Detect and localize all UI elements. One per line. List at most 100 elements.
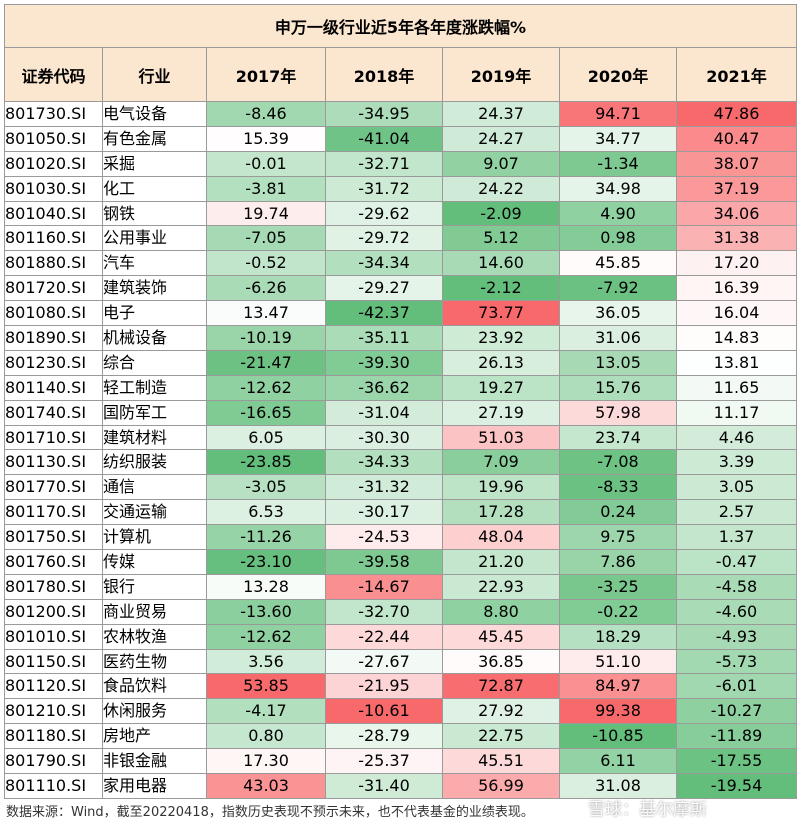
cell-value-2020年: 99.38 bbox=[559, 698, 677, 725]
cell-value-2019年: -2.12 bbox=[442, 275, 560, 302]
cell-value-2018年: -36.62 bbox=[325, 374, 443, 401]
cell-industry: 非银金融 bbox=[102, 748, 207, 775]
table-row: 801160.SI 公用事业 -7.05 -29.72 5.12 0.98 31.38 bbox=[4, 225, 797, 252]
cell-value-2017年: -7.05 bbox=[206, 225, 326, 252]
cell-value-2021年: -10.27 bbox=[676, 698, 797, 725]
table-row: 801760.SI 传媒 -23.10 -39.58 21.20 7.86 -0.47 bbox=[4, 549, 797, 575]
cell-value-2019年: 22.75 bbox=[442, 723, 560, 750]
table-row: 801200.SI 商业贸易 -13.60 -32.70 8.80 -0.22 -4.60 bbox=[4, 598, 797, 625]
cell-value-2017年: -11.26 bbox=[206, 524, 326, 551]
cell-value-2019年: 24.22 bbox=[442, 175, 560, 202]
cell-code: 801120.SI bbox=[4, 673, 103, 700]
cell-value-2017年: 17.30 bbox=[206, 748, 326, 775]
cell-value-2018年: -32.71 bbox=[325, 150, 443, 177]
cell-code: 801770.SI bbox=[4, 474, 103, 501]
table-row: 801890.SI 机械设备 -10.19 -35.11 23.92 31.06 14.83 bbox=[4, 325, 797, 351]
cell-value-2018年: -24.53 bbox=[325, 524, 443, 551]
cell-value-2020年: -7.92 bbox=[559, 275, 677, 302]
cell-value-2018年: -35.11 bbox=[325, 325, 443, 351]
cell-value-2021年: 1.37 bbox=[676, 524, 797, 551]
cell-industry: 家用电器 bbox=[102, 773, 207, 799]
cell-value-2020年: 15.76 bbox=[559, 374, 677, 401]
cell-value-2019年: 45.45 bbox=[442, 623, 560, 650]
cell-code: 801200.SI bbox=[4, 598, 103, 625]
cell-value-2017年: 0.80 bbox=[206, 723, 326, 750]
cell-value-2021年: -17.55 bbox=[676, 748, 797, 775]
cell-value-2019年: -2.09 bbox=[442, 200, 560, 227]
cell-value-2018年: -29.72 bbox=[325, 225, 443, 252]
cell-code: 801140.SI bbox=[4, 374, 103, 401]
cell-value-2018年: -31.04 bbox=[325, 399, 443, 426]
cell-code: 801740.SI bbox=[4, 399, 103, 426]
cell-value-2021年: 47.86 bbox=[676, 101, 797, 127]
cell-value-2017年: -8.46 bbox=[206, 101, 326, 127]
cell-industry: 电子 bbox=[102, 300, 207, 327]
table-row: 801010.SI 农林牧渔 -12.62 -22.44 45.45 18.29 -4.93 bbox=[4, 623, 797, 650]
table-row: 801030.SI 化工 -3.81 -31.72 24.22 34.98 37.19 bbox=[4, 175, 797, 202]
cell-value-2020年: 7.86 bbox=[559, 549, 677, 575]
cell-code: 801780.SI bbox=[4, 573, 103, 600]
cell-value-2019年: 48.04 bbox=[442, 524, 560, 551]
cell-value-2020年: 0.98 bbox=[559, 225, 677, 252]
cell-value-2018年: -34.33 bbox=[325, 449, 443, 476]
cell-code: 801030.SI bbox=[4, 175, 103, 202]
cell-value-2020年: 45.85 bbox=[559, 250, 677, 277]
cell-code: 801790.SI bbox=[4, 748, 103, 775]
cell-value-2018年: -32.70 bbox=[325, 598, 443, 625]
table-row: 801170.SI 交通运输 6.53 -30.17 17.28 0.24 2.57 bbox=[4, 499, 797, 526]
cell-value-2017年: 3.56 bbox=[206, 648, 326, 675]
cell-value-2018年: -34.34 bbox=[325, 250, 443, 277]
cell-value-2017年: -6.26 bbox=[206, 275, 326, 302]
cell-value-2017年: 19.74 bbox=[206, 200, 326, 227]
cell-value-2018年: -27.67 bbox=[325, 648, 443, 675]
cell-value-2021年: 34.06 bbox=[676, 200, 797, 227]
cell-code: 801730.SI bbox=[4, 101, 103, 127]
cell-value-2018年: -31.40 bbox=[325, 773, 443, 799]
cell-value-2017年: 15.39 bbox=[206, 125, 326, 152]
cell-value-2018年: -29.62 bbox=[325, 200, 443, 227]
table-body: 801730.SI 电气设备 -8.46 -34.95 24.37 94.71 47.86 8… bbox=[4, 101, 797, 799]
column-header-code: 证券代码 bbox=[4, 47, 103, 102]
cell-value-2018年: -39.58 bbox=[325, 549, 443, 575]
cell-value-2019年: 27.19 bbox=[442, 399, 560, 426]
returns-table: 申万一级行业近5年各年度涨跌幅% 证券代码 行业 2017年 2018年 201… bbox=[4, 4, 797, 799]
cell-value-2020年: 0.24 bbox=[559, 499, 677, 526]
cell-value-2017年: 6.05 bbox=[206, 424, 326, 451]
cell-code: 801230.SI bbox=[4, 349, 103, 376]
cell-value-2021年: 11.17 bbox=[676, 399, 797, 426]
cell-value-2018年: -31.72 bbox=[325, 175, 443, 202]
cell-value-2021年: -4.93 bbox=[676, 623, 797, 650]
column-header-industry: 行业 bbox=[102, 47, 207, 102]
cell-value-2020年: 31.08 bbox=[559, 773, 677, 799]
cell-value-2019年: 14.60 bbox=[442, 250, 560, 277]
cell-code: 801150.SI bbox=[4, 648, 103, 675]
cell-industry: 休闲服务 bbox=[102, 698, 207, 725]
cell-code: 801180.SI bbox=[4, 723, 103, 750]
cell-value-2021年: 17.20 bbox=[676, 250, 797, 277]
cell-value-2017年: 43.03 bbox=[206, 773, 326, 799]
cell-value-2018年: -30.17 bbox=[325, 499, 443, 526]
column-header-2018: 2018年 bbox=[325, 47, 443, 102]
cell-value-2018年: -30.30 bbox=[325, 424, 443, 451]
cell-value-2019年: 9.07 bbox=[442, 150, 560, 177]
table-row: 801080.SI 电子 13.47 -42.37 73.77 36.05 16.04 bbox=[4, 300, 797, 327]
cell-value-2021年: -11.89 bbox=[676, 723, 797, 750]
cell-value-2020年: -0.22 bbox=[559, 598, 677, 625]
cell-value-2017年: -16.65 bbox=[206, 399, 326, 426]
cell-industry: 公用事业 bbox=[102, 225, 207, 252]
cell-code: 801760.SI bbox=[4, 549, 103, 575]
cell-value-2019年: 19.96 bbox=[442, 474, 560, 501]
cell-industry: 通信 bbox=[102, 474, 207, 501]
cell-value-2020年: 94.71 bbox=[559, 101, 677, 127]
cell-value-2019年: 24.27 bbox=[442, 125, 560, 152]
table-row: 801750.SI 计算机 -11.26 -24.53 48.04 9.75 1.37 bbox=[4, 524, 797, 551]
cell-value-2017年: -0.52 bbox=[206, 250, 326, 277]
cell-value-2021年: -0.47 bbox=[676, 549, 797, 575]
table-row: 801130.SI 纺织服装 -23.85 -34.33 7.09 -7.08 3.39 bbox=[4, 449, 797, 476]
cell-value-2017年: -4.17 bbox=[206, 698, 326, 725]
cell-code: 801080.SI bbox=[4, 300, 103, 327]
cell-value-2019年: 19.27 bbox=[442, 374, 560, 401]
cell-value-2018年: -42.37 bbox=[325, 300, 443, 327]
cell-value-2021年: 4.46 bbox=[676, 424, 797, 451]
cell-industry: 交通运输 bbox=[102, 499, 207, 526]
